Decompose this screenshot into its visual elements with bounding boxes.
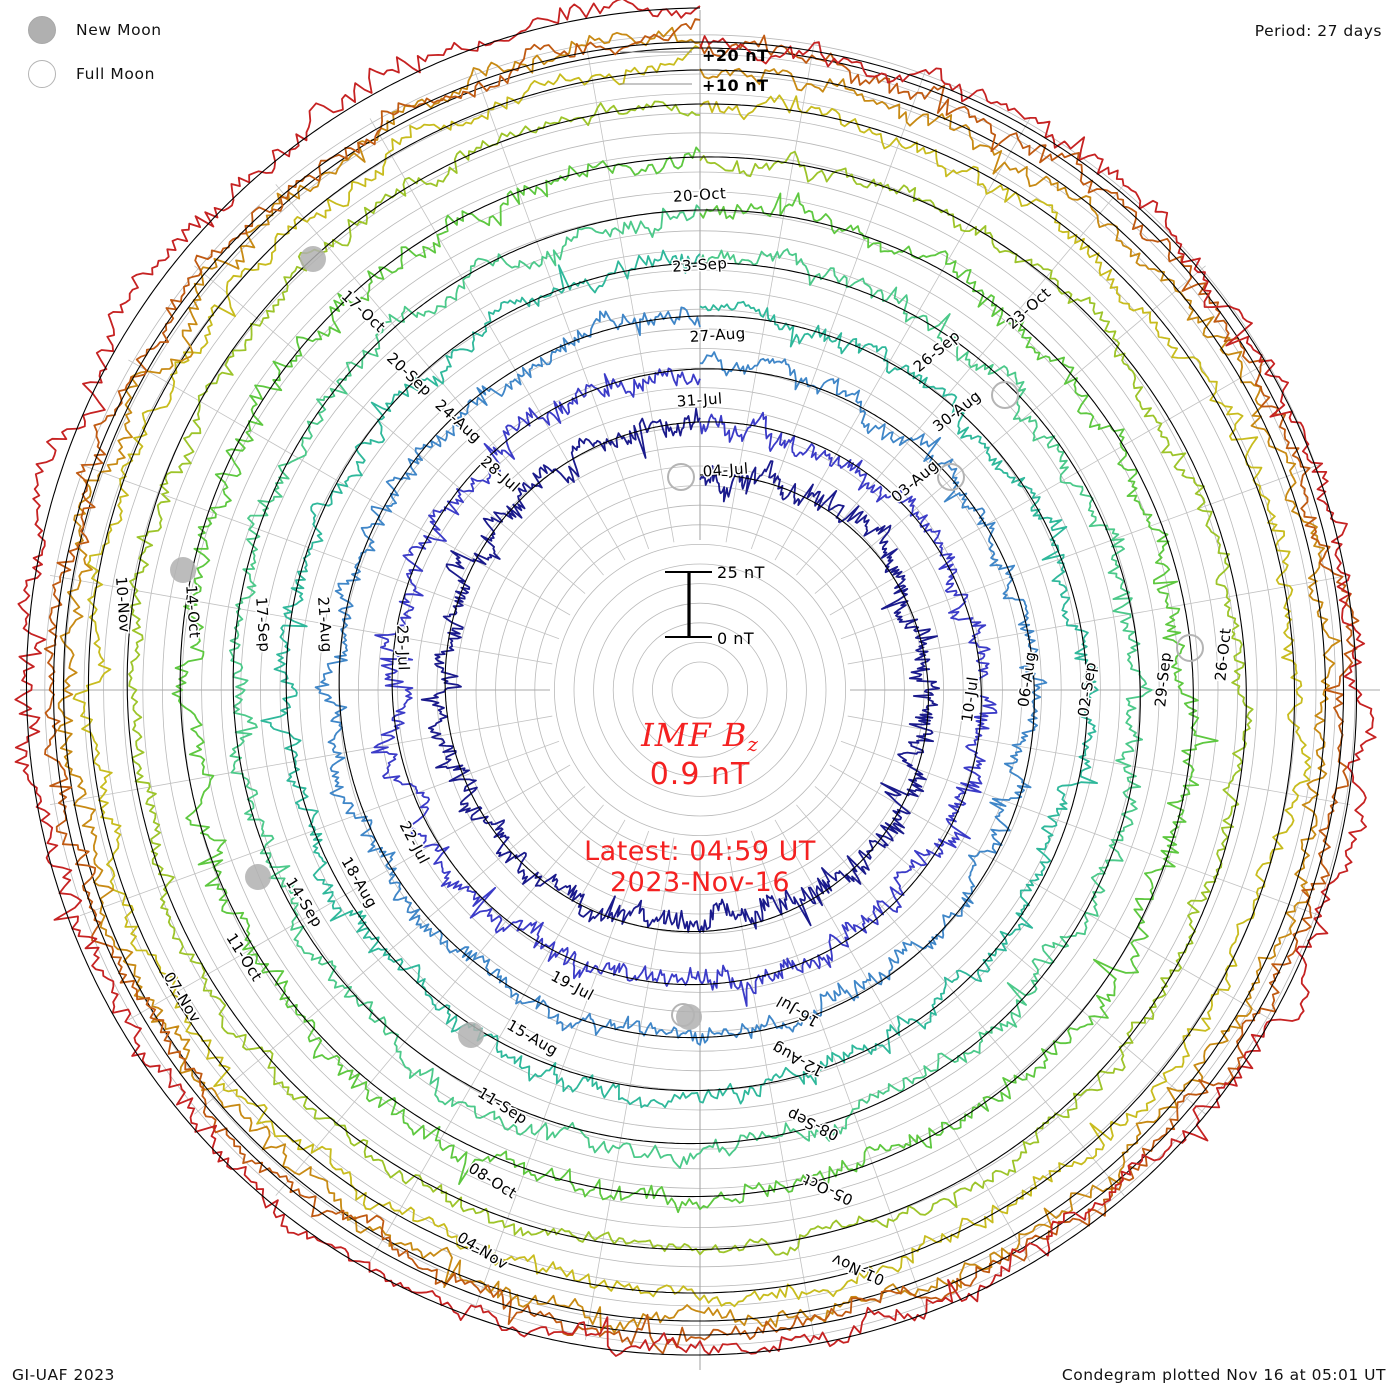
center-title-main: IMF B [641, 716, 748, 754]
full-moon-icon [991, 381, 1019, 409]
spiral-date-label: 11-Sep [474, 1084, 530, 1129]
spiral-trace-turn-03 [314, 306, 1048, 1046]
spiral-date-label: 20-Sep [383, 349, 436, 400]
spiral-date-label: 23-Oct [1003, 284, 1055, 333]
center-value: 0.9 nT [649, 756, 751, 792]
spiral-baseline-turn-07 [126, 103, 1247, 1251]
full-moon-icon [667, 463, 695, 491]
spiral-date-label: 17-Oct [338, 287, 389, 336]
spiral-date-label: 02-Sep [1074, 661, 1100, 718]
spiral-date-label: 23-Sep [672, 254, 728, 276]
spiral-date-label: 08-Oct [465, 1159, 520, 1202]
spiral-baseline-turn-01 [444, 421, 929, 933]
center-latest-time: Latest: 04:59 UT [584, 836, 816, 868]
spiral-baseline-turn-02 [391, 368, 982, 986]
spiral-trace-turn-07 [128, 100, 1254, 1256]
credit-label: GI-UAF 2023 [12, 1366, 115, 1384]
spiral-date-label: 21-Aug [314, 596, 336, 653]
spiral-date-label: 20-Oct [672, 184, 726, 206]
spiral-baseline-turn-08 [87, 69, 1296, 1294]
spiral-date-label: 15-Aug [504, 1016, 561, 1060]
spiral-date-label: 18-Aug [338, 854, 382, 911]
spiral-date-label: 05-Oct [800, 1170, 856, 1209]
spiral-trace-turn-10 [43, 18, 1360, 1355]
spiral-date-label: 26-Sep [910, 327, 964, 376]
new-moon-icon [676, 1004, 702, 1030]
legend-row-new-moon: New Moon [22, 8, 322, 52]
spiral-date-label: 04-Jul [702, 459, 749, 480]
center-readout: IMF Bz 0.9 nT Latest: 04:59 UT 2023-Nov-… [400, 716, 1000, 898]
spiral-baseline-turn-09 [62, 47, 1327, 1322]
spiral-trace-turn-01 [420, 407, 940, 933]
spiral-date-label: 27-Aug [689, 324, 746, 346]
spiral-trace-turn-08 [72, 45, 1312, 1308]
spiral-baseline-turn-03 [338, 315, 1035, 1039]
spiral-date-label: 31-Jul [676, 389, 723, 410]
full-moon-icon [1176, 634, 1204, 662]
spiral-trace-turn-02 [370, 367, 998, 1007]
spiral-date-label: 08-Sep [784, 1105, 842, 1145]
spiral-traces [14, 0, 1377, 1357]
spiral-baseline-turn-05 [232, 209, 1141, 1145]
legend-label-new-moon: New Moon [76, 21, 162, 39]
plotted-timestamp-label: Condegram plotted Nov 16 at 05:01 UT [1061, 1366, 1386, 1384]
spiral-date-label: 25-Jul [393, 625, 413, 671]
period-label: Period: 27 days [1254, 22, 1382, 40]
axis-ring-label-20nt: +20 nT [702, 46, 769, 65]
spiral-date-label: 12-Aug [769, 1038, 827, 1080]
spiral-date-label: 14-Oct [182, 584, 204, 638]
spiral-trace-turn-05 [229, 204, 1153, 1169]
new-moon-icon [245, 864, 271, 890]
spiral-baseline-turn-10 [52, 41, 1345, 1336]
new-moon-icon [300, 246, 326, 272]
center-latest-date: 2023-Nov-16 [609, 866, 791, 898]
spiral-baseline-turn-06 [179, 156, 1194, 1198]
full-moon-icon [671, 1003, 695, 1027]
new-moon-icon [458, 1022, 484, 1048]
new-moon-icon [28, 16, 56, 44]
center-title-sub: z [747, 732, 759, 756]
scalebar-bottom-label: 0 nT [717, 629, 755, 648]
scale-bar [620, 51, 712, 638]
spiral-date-label: 01-Nov [829, 1250, 888, 1289]
spiral-baseline-turn-04 [285, 262, 1088, 1092]
scalebar-top-label: 25 nT [717, 563, 765, 582]
spiral-trace-turn-04 [260, 249, 1099, 1109]
new-moon-icon [170, 557, 196, 583]
spiral-date-label: 10-Nov [112, 576, 134, 633]
axis-ring-label-10nt: +10 nT [702, 76, 769, 95]
legend-label-full-moon: Full Moon [76, 65, 155, 83]
legend-row-full-moon: Full Moon [22, 52, 322, 96]
spiral-date-label: 26-Oct [1211, 627, 1234, 682]
spiral-baseline-turn-11 [25, 7, 1358, 1356]
moon-markers [170, 246, 1204, 1048]
spiral-date-label: 17-Sep [252, 597, 274, 653]
spiral-trace-turn-11 [14, 0, 1377, 1357]
spiral-date-label: 29-Sep [1151, 651, 1175, 708]
full-moon-icon [937, 463, 965, 491]
spiral-trace-turn-06 [171, 146, 1219, 1214]
center-title: IMF Bz [400, 716, 1000, 756]
full-moon-icon [28, 60, 56, 88]
moon-legend: New Moon Full Moon [22, 8, 322, 96]
